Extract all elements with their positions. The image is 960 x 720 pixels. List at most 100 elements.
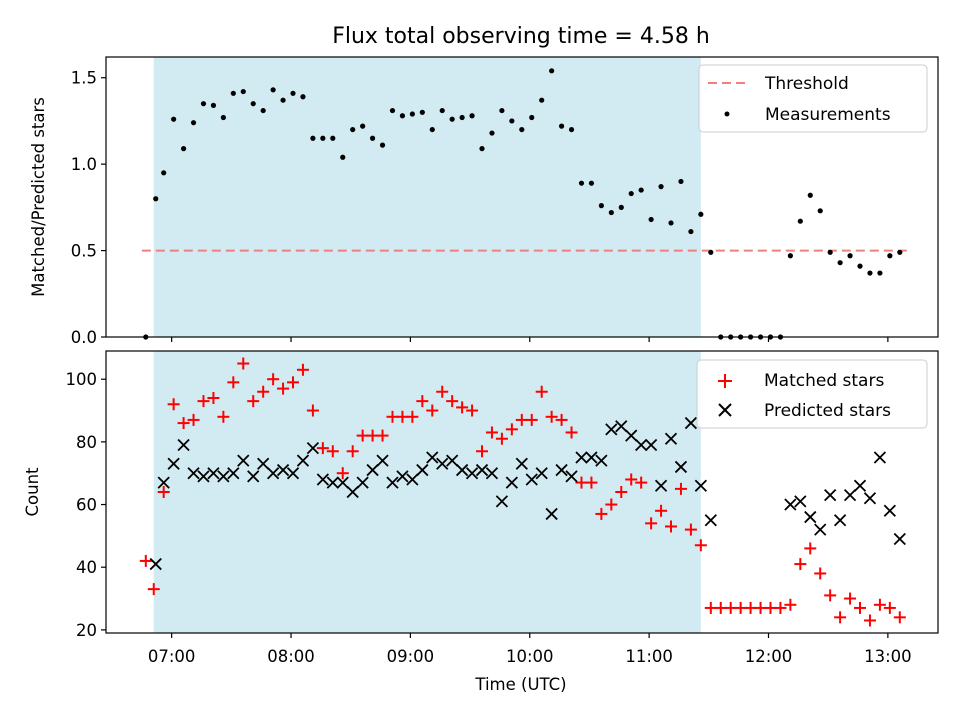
point-matched-stars	[167, 398, 180, 411]
point-matched-stars	[555, 413, 568, 426]
point-measurements	[867, 270, 873, 276]
point-measurements	[429, 126, 435, 133]
point-matched-stars	[326, 445, 339, 458]
point-measurements	[509, 118, 515, 124]
point-measurements	[250, 101, 256, 107]
chart-title: Flux total observing time = 4.58 h	[332, 24, 710, 49]
point-measurements	[628, 190, 634, 197]
point-predicted-stars	[505, 476, 518, 489]
point-measurements	[389, 107, 396, 114]
point-matched-stars	[595, 507, 608, 520]
point-measurements	[300, 94, 306, 100]
point-measurements	[439, 107, 445, 114]
y-tick-label: 100	[66, 370, 98, 389]
point-predicted-stars	[794, 495, 807, 508]
point-matched-stars	[854, 601, 867, 614]
point-predicted-stars	[207, 467, 220, 480]
point-predicted-stars	[416, 463, 429, 477]
point-measurements	[180, 146, 187, 152]
point-measurements	[220, 114, 226, 121]
point-matched-stars	[139, 554, 152, 567]
point-predicted-stars	[843, 488, 857, 502]
panel-ratio: 0.0 0.5 1.0 1.5 Matched/Predicted stars Thr…	[29, 56, 939, 347]
point-measurements	[459, 114, 465, 121]
point-predicted-stars	[217, 470, 230, 483]
point-matched-stars	[257, 385, 270, 398]
point-matched-stars	[267, 373, 280, 386]
point-measurements	[161, 170, 167, 176]
point-measurements	[190, 120, 197, 126]
point-matched-stars	[505, 423, 518, 436]
point-predicted-stars	[664, 432, 678, 445]
point-predicted-stars	[386, 476, 399, 489]
point-matched-stars	[495, 432, 508, 445]
legend-label-threshold: Threshold	[764, 74, 849, 94]
legend-swatch-predicted	[718, 403, 732, 417]
point-matched-stars	[694, 539, 707, 552]
point-measurements	[369, 135, 376, 141]
point-matched-stars	[863, 614, 876, 627]
point-measurements	[290, 90, 296, 96]
point-predicted-stars	[276, 463, 290, 477]
point-measurements	[260, 107, 266, 114]
observing-span	[153, 57, 701, 337]
y-axis-label-top: Matched/Predicted stars	[29, 97, 48, 297]
point-measurements	[469, 113, 475, 119]
legend-top: Threshold Measurements	[698, 64, 928, 133]
point-matched-stars	[376, 429, 389, 442]
point-measurements	[817, 208, 823, 214]
point-matched-stars	[794, 558, 807, 571]
point-matched-stars	[416, 395, 429, 408]
point-matched-stars	[565, 426, 578, 439]
point-matched-stars	[635, 476, 648, 489]
point-predicted-stars	[376, 454, 389, 467]
point-measurements	[807, 192, 813, 198]
axes-frame-bottom	[105, 350, 939, 634]
legend-label-measurements: Measurements	[765, 105, 891, 125]
panel-counts: 20 40 60 80 100 07:00 08:00 09:00 10:00 11:00 12:0…	[23, 350, 939, 694]
point-matched-stars	[893, 611, 906, 624]
y-tick-label: 40	[76, 558, 97, 577]
point-measurements	[847, 253, 853, 259]
point-predicted-stars	[485, 467, 499, 480]
point-predicted-stars	[167, 457, 180, 470]
point-measurements	[698, 211, 704, 217]
point-measurements	[360, 123, 366, 129]
point-predicted-stars	[605, 423, 618, 436]
point-predicted-stars	[694, 479, 707, 492]
point-measurements	[658, 184, 664, 190]
point-measurements	[340, 154, 346, 160]
x-tick-label: 13:00	[864, 647, 912, 666]
point-predicted-stars	[436, 457, 449, 470]
point-predicted-stars	[426, 451, 439, 464]
legend-swatch-matched	[718, 374, 732, 388]
observing-span	[153, 351, 701, 633]
y-tick-label: 0.5	[71, 242, 97, 261]
y-tick-label: 1.5	[71, 69, 97, 88]
point-predicted-stars	[535, 467, 548, 480]
point-predicted-stars	[465, 467, 479, 480]
point-matched-stars	[844, 592, 857, 605]
series-counts	[139, 357, 906, 627]
point-matched-stars	[187, 413, 200, 426]
point-predicted-stars	[873, 451, 887, 464]
point-matched-stars	[237, 357, 250, 370]
point-matched-stars	[436, 385, 449, 398]
point-matched-stars	[485, 426, 498, 439]
point-matched-stars	[277, 382, 290, 395]
point-matched-stars	[814, 567, 827, 580]
point-measurements	[153, 196, 159, 202]
point-measurements	[320, 135, 326, 141]
point-measurements	[280, 97, 286, 103]
point-measurements	[210, 102, 217, 108]
point-matched-stars	[665, 520, 678, 533]
point-measurements	[588, 180, 595, 186]
point-measurements	[479, 146, 485, 152]
point-matched-stars	[247, 395, 260, 408]
point-matched-stars	[625, 473, 638, 486]
point-predicted-stars	[187, 467, 200, 480]
point-predicted-stars	[654, 479, 668, 492]
point-predicted-stars	[296, 454, 310, 467]
point-measurements	[330, 135, 336, 141]
